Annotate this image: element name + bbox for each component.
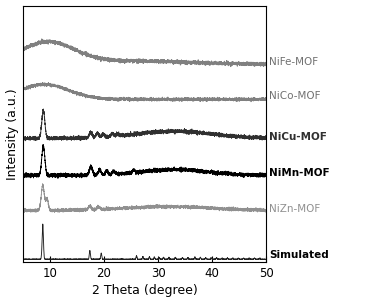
Text: NiFe-MOF: NiFe-MOF <box>269 57 318 67</box>
X-axis label: 2 Theta (degree): 2 Theta (degree) <box>92 285 198 298</box>
Text: NiMn-MOF: NiMn-MOF <box>269 168 330 178</box>
Text: Simulated: Simulated <box>269 250 329 260</box>
Y-axis label: Intensity (a.u.): Intensity (a.u.) <box>6 88 18 180</box>
Text: NiCo-MOF: NiCo-MOF <box>269 91 321 101</box>
Text: NiZn-MOF: NiZn-MOF <box>269 204 320 214</box>
Text: NiCu-MOF: NiCu-MOF <box>269 132 327 142</box>
